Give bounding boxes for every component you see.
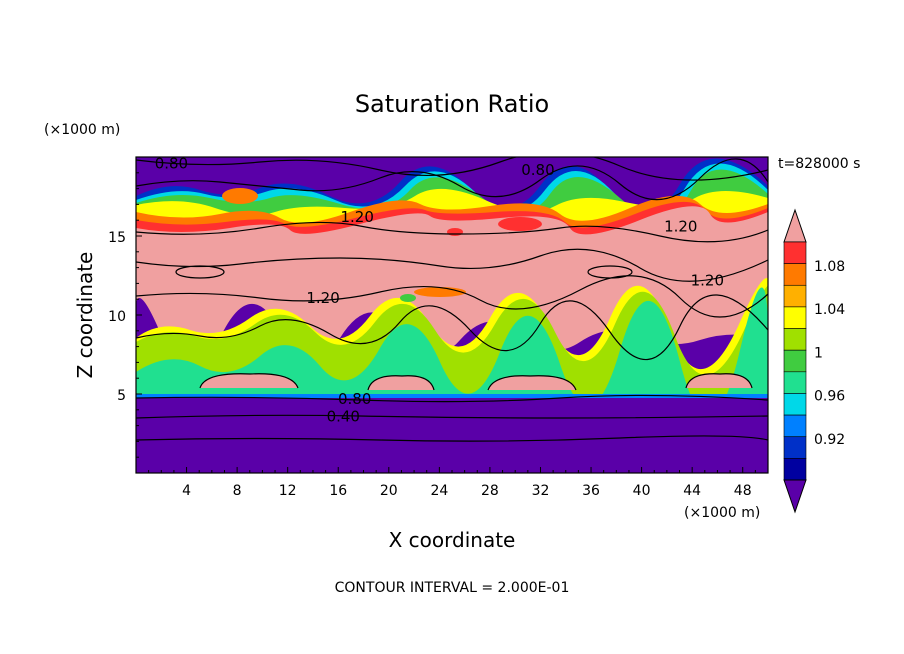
y-tick-label: 15 — [108, 230, 126, 246]
contour-lens-2 — [367, 375, 435, 391]
x-tick-label: 32 — [532, 483, 550, 499]
contour-label: 0.80 — [521, 161, 554, 179]
colorbar-segment — [783, 458, 807, 481]
y-axis-title: Z coordinate — [73, 252, 97, 379]
contour-label: 1.20 — [306, 289, 339, 307]
colorbar-segment — [783, 263, 807, 286]
colorbar-segment — [783, 328, 807, 351]
contour-lens-1 — [199, 373, 299, 389]
colorbar-segment — [783, 414, 807, 438]
contour-label: 1.20 — [691, 271, 724, 289]
x-unit-label: (×1000 m) — [684, 505, 760, 521]
x-tick-label: 12 — [279, 483, 297, 499]
heatmap-field — [136, 157, 768, 473]
x-tick-label: 16 — [329, 483, 347, 499]
contour-ring-1 — [587, 265, 633, 279]
contour-line-top — [136, 157, 768, 181]
field-band-lower-purple — [136, 398, 768, 473]
colorbar-label: 1 — [814, 345, 823, 361]
x-tick-label: 24 — [430, 483, 448, 499]
field-patch-1 — [222, 188, 258, 204]
colorbar-segment — [783, 306, 807, 329]
colorbar-segment — [783, 436, 807, 459]
x-tick-label: 44 — [683, 483, 701, 499]
field-lens-2 — [368, 375, 434, 390]
contour-labels: 0.80 0.801.201.201.201.200.800.40 — [155, 154, 724, 425]
x-tick-label: 8 — [233, 483, 242, 499]
y-unit-label: (×1000 m) — [44, 122, 120, 138]
contour-interval-note: CONTOUR INTERVAL = 2.000E-01 — [335, 580, 570, 596]
y-tick-label: 10 — [108, 309, 126, 325]
field-band-lower-blue — [136, 394, 768, 398]
contour-label: 0.80 — [155, 154, 188, 172]
contour-ring-2 — [175, 265, 225, 279]
x-tick-label: 48 — [734, 483, 752, 499]
field-patch-3 — [447, 228, 463, 236]
x-tick-label: 28 — [481, 483, 499, 499]
contour-line-120-mid — [136, 248, 768, 282]
y-axis-ticks: 5 10 15 — [108, 172, 142, 458]
contour-label: 0.40 — [327, 407, 360, 425]
contour-line-080-lower — [136, 394, 768, 403]
colorbar-segment — [783, 241, 807, 264]
colorbar-bottom-arrow — [783, 479, 807, 514]
contour-label: 1.20 — [340, 208, 373, 226]
x-tick-label: 40 — [633, 483, 651, 499]
contour-lens-4 — [685, 373, 753, 389]
y-tick-label: 5 — [117, 388, 126, 404]
x-axis-ticks: 4 8 12 16 20 24 28 32 36 40 44 48 — [148, 467, 756, 499]
field-lens-4 — [686, 373, 752, 388]
colorbar-label: 0.92 — [814, 432, 845, 448]
chart-title: Saturation Ratio — [355, 90, 549, 118]
contour-label: 1.20 — [664, 218, 697, 236]
x-axis-title: X coordinate — [389, 528, 516, 552]
contour-line-120-upper — [136, 221, 768, 243]
colorbar-segment — [783, 284, 807, 308]
contour-line-low — [136, 435, 768, 442]
colorbar-label: 1.04 — [814, 302, 845, 318]
contour-lines — [136, 157, 768, 442]
field-lens-1 — [200, 373, 298, 388]
contour-lens-3 — [487, 375, 577, 391]
colorbar: 1.08 1.04 1 0.96 0.92 — [783, 208, 845, 514]
field-lens-3 — [488, 375, 576, 390]
colorbar-label: 1.08 — [814, 259, 845, 275]
x-tick-label: 4 — [182, 483, 191, 499]
contour-line-080-upper — [136, 158, 768, 201]
colorbar-segment — [783, 349, 807, 373]
x-tick-label: 20 — [380, 483, 398, 499]
field-patch-5 — [400, 294, 416, 302]
colorbar-segment — [783, 371, 807, 394]
time-label: t=828000 s — [778, 156, 860, 172]
colorbar-segment — [783, 393, 807, 416]
contour-line-cloud — [136, 294, 768, 361]
field-patch-4 — [414, 287, 466, 297]
contour-line-120-lower — [136, 275, 768, 318]
x-tick-label: 36 — [582, 483, 600, 499]
field-patch-2 — [498, 217, 542, 231]
contour-line-040 — [136, 414, 768, 419]
contour-label: 0.80 — [338, 390, 371, 408]
colorbar-label: 0.96 — [814, 389, 845, 405]
colorbar-top-arrow — [783, 208, 807, 243]
